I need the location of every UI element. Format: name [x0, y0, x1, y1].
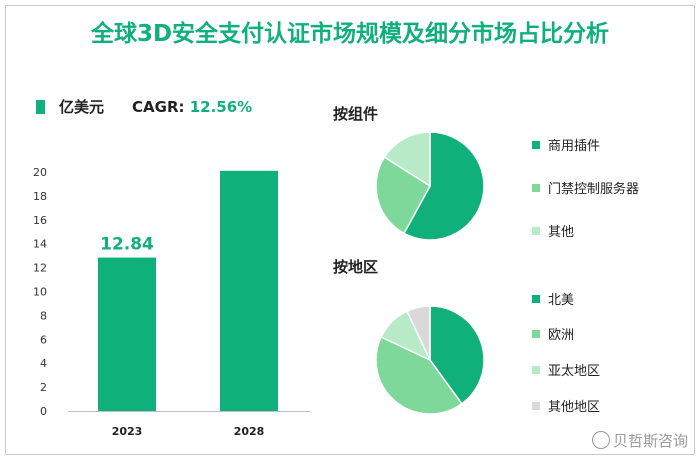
y-tick-label: 14 [33, 238, 47, 251]
pie-slice-其他地区 [406, 305, 431, 361]
legend-swatch [532, 141, 540, 149]
legend-label: 北美 [548, 293, 575, 308]
region-legend-item: 欧洲 [532, 324, 574, 343]
component-legend-item: 商用插件 [532, 135, 600, 154]
watermark-text: 贝哲斯咨询 [612, 432, 688, 450]
component-legend-item: 门禁控制服务器 [532, 178, 639, 197]
pie1-title: 按组件 [333, 105, 379, 123]
bar-chart: 0 2 4 6 8 10 12 14 16 18 20 2023 12.84 2028 [33, 166, 310, 438]
weibo-icon [591, 431, 610, 449]
pie-slice-其他 [383, 131, 431, 188]
bar-data-label: 12.84 [100, 235, 154, 255]
watermark: 贝哲斯咨询 [591, 430, 688, 451]
y-tick-label: 4 [40, 357, 47, 370]
x-tick-label: 2028 [234, 425, 265, 438]
pie-chart-component [375, 131, 485, 241]
cagr-value: 12.56% [189, 98, 253, 116]
y-tick-label: 18 [33, 190, 47, 203]
legend-label: 欧洲 [548, 328, 575, 343]
legend-label: 门禁控制服务器 [548, 182, 640, 197]
region-legend-item: 北美 [532, 289, 574, 308]
y-tick-label: 8 [40, 309, 47, 322]
y-tick-label: 0 [40, 405, 47, 418]
pie-slice-商用插件 [402, 131, 485, 241]
region-legend-item: 亚太地区 [532, 360, 600, 379]
pie-slice-北美 [429, 305, 485, 405]
bar-legend: 亿美元 CAGR: 12.56% [36, 96, 252, 117]
legend-swatch [532, 330, 540, 338]
legend-swatch [532, 402, 540, 410]
legend-label: 其他地区 [548, 400, 601, 415]
bar-2028 [220, 170, 278, 411]
legend-unit: 亿美元 [59, 98, 105, 116]
legend-swatch [532, 295, 540, 303]
x-tick-label: 2023 [112, 425, 143, 438]
y-tick-label: 6 [40, 333, 47, 346]
legend-swatch [532, 366, 540, 374]
pie-chart-region [375, 305, 485, 415]
bar-2023 [98, 257, 156, 411]
cagr-label: CAGR: [132, 98, 185, 116]
y-tick-label: 10 [33, 286, 47, 299]
region-legend-item: 其他地区 [532, 396, 600, 415]
y-tick-label: 16 [33, 214, 47, 227]
pie-slice-门禁控制服务器 [375, 156, 431, 235]
page-title: 全球3D安全支付认证市场规模及细分市场占比分析 [90, 21, 610, 47]
legend-label: 其他 [548, 225, 575, 240]
legend-label: 商用插件 [548, 139, 601, 154]
legend-label: 亚太地区 [548, 364, 601, 379]
pie2-title: 按地区 [333, 258, 379, 276]
y-tick-label: 2 [40, 381, 47, 394]
legend-swatch [532, 184, 540, 192]
y-tick-label: 20 [33, 166, 47, 179]
y-tick-label: 12 [33, 262, 47, 275]
component-legend-item: 其他 [532, 221, 574, 240]
legend-swatch [36, 100, 45, 114]
pie-slice-欧洲 [375, 336, 463, 415]
legend-swatch [532, 227, 540, 235]
